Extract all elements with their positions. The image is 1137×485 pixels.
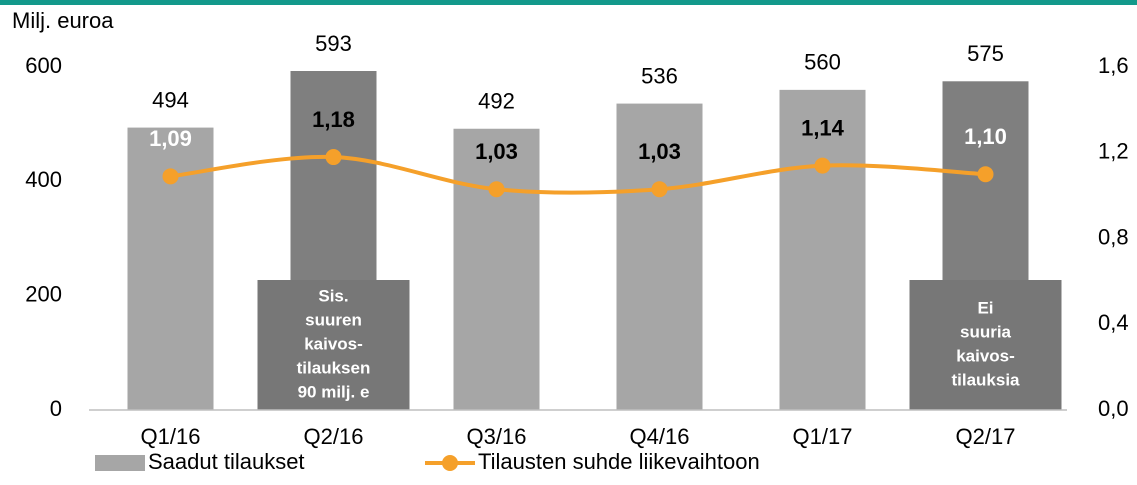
- line-marker: [488, 181, 505, 198]
- line-value-label: 1,09: [149, 126, 192, 151]
- y-tick-label: 600: [25, 53, 62, 78]
- bar-value-label: 593: [315, 31, 352, 56]
- bar-value-label: 560: [804, 50, 841, 75]
- bar: [616, 103, 703, 410]
- line-value-label: 1,10: [964, 124, 1007, 149]
- line-marker: [325, 149, 342, 166]
- y-axis-label: Milj. euroa: [12, 8, 114, 33]
- legend-marker: [442, 455, 458, 471]
- bar-value-label: 494: [152, 87, 189, 112]
- bar: [779, 89, 866, 410]
- annotation-text: Sis.: [318, 286, 348, 305]
- x-tick-label: Q2/16: [304, 424, 364, 449]
- annotation-box: [257, 280, 410, 410]
- x-tick-label: Q1/17: [793, 424, 853, 449]
- y2-tick-label: 0,4: [1098, 310, 1129, 335]
- y2-tick-label: 1,6: [1098, 53, 1129, 78]
- y-tick-label: 400: [25, 167, 62, 192]
- legend-label: Tilausten suhde liikevaihtoon: [478, 449, 760, 474]
- bar-value-label: 536: [641, 63, 678, 88]
- legend-swatch: [95, 455, 145, 471]
- y-tick-label: 200: [25, 281, 62, 306]
- x-tick-label: Q3/16: [467, 424, 527, 449]
- y2-tick-label: 0,8: [1098, 224, 1129, 249]
- y2-tick-label: 0,0: [1098, 396, 1129, 421]
- line-value-label: 1,03: [475, 139, 518, 164]
- line-value-label: 1,18: [312, 107, 355, 132]
- line-value-label: 1,03: [638, 139, 681, 164]
- bar-value-label: 492: [478, 89, 515, 114]
- annotation-text: kaivos-: [956, 346, 1015, 365]
- line-marker: [651, 181, 668, 198]
- legend-label: Saadut tilaukset: [148, 449, 305, 474]
- bar-value-label: 575: [967, 41, 1004, 66]
- y2-tick-label: 1,2: [1098, 139, 1129, 164]
- annotation-box: [909, 280, 1062, 410]
- annotation-text: kaivos-: [304, 334, 363, 353]
- line-marker: [977, 166, 994, 183]
- annotation-text: Ei: [977, 298, 993, 317]
- x-tick-label: Q2/17: [956, 424, 1016, 449]
- y-tick-label: 0: [50, 396, 62, 421]
- line-marker: [814, 157, 831, 174]
- bar: [453, 128, 540, 411]
- top-stripe: [0, 0, 1137, 5]
- x-tick-label: Q1/16: [141, 424, 201, 449]
- line: [170, 154, 986, 195]
- annotation-text: 90 milj. e: [298, 382, 370, 401]
- annotation-text: suuren: [305, 310, 362, 329]
- annotation-text: tilauksia: [951, 370, 1020, 389]
- x-tick-label: Q4/16: [630, 424, 690, 449]
- annotation-text: tilauksen: [297, 358, 371, 377]
- line-marker: [162, 168, 179, 185]
- line-value-label: 1,14: [801, 115, 845, 140]
- annotation-text: suuria: [960, 322, 1012, 341]
